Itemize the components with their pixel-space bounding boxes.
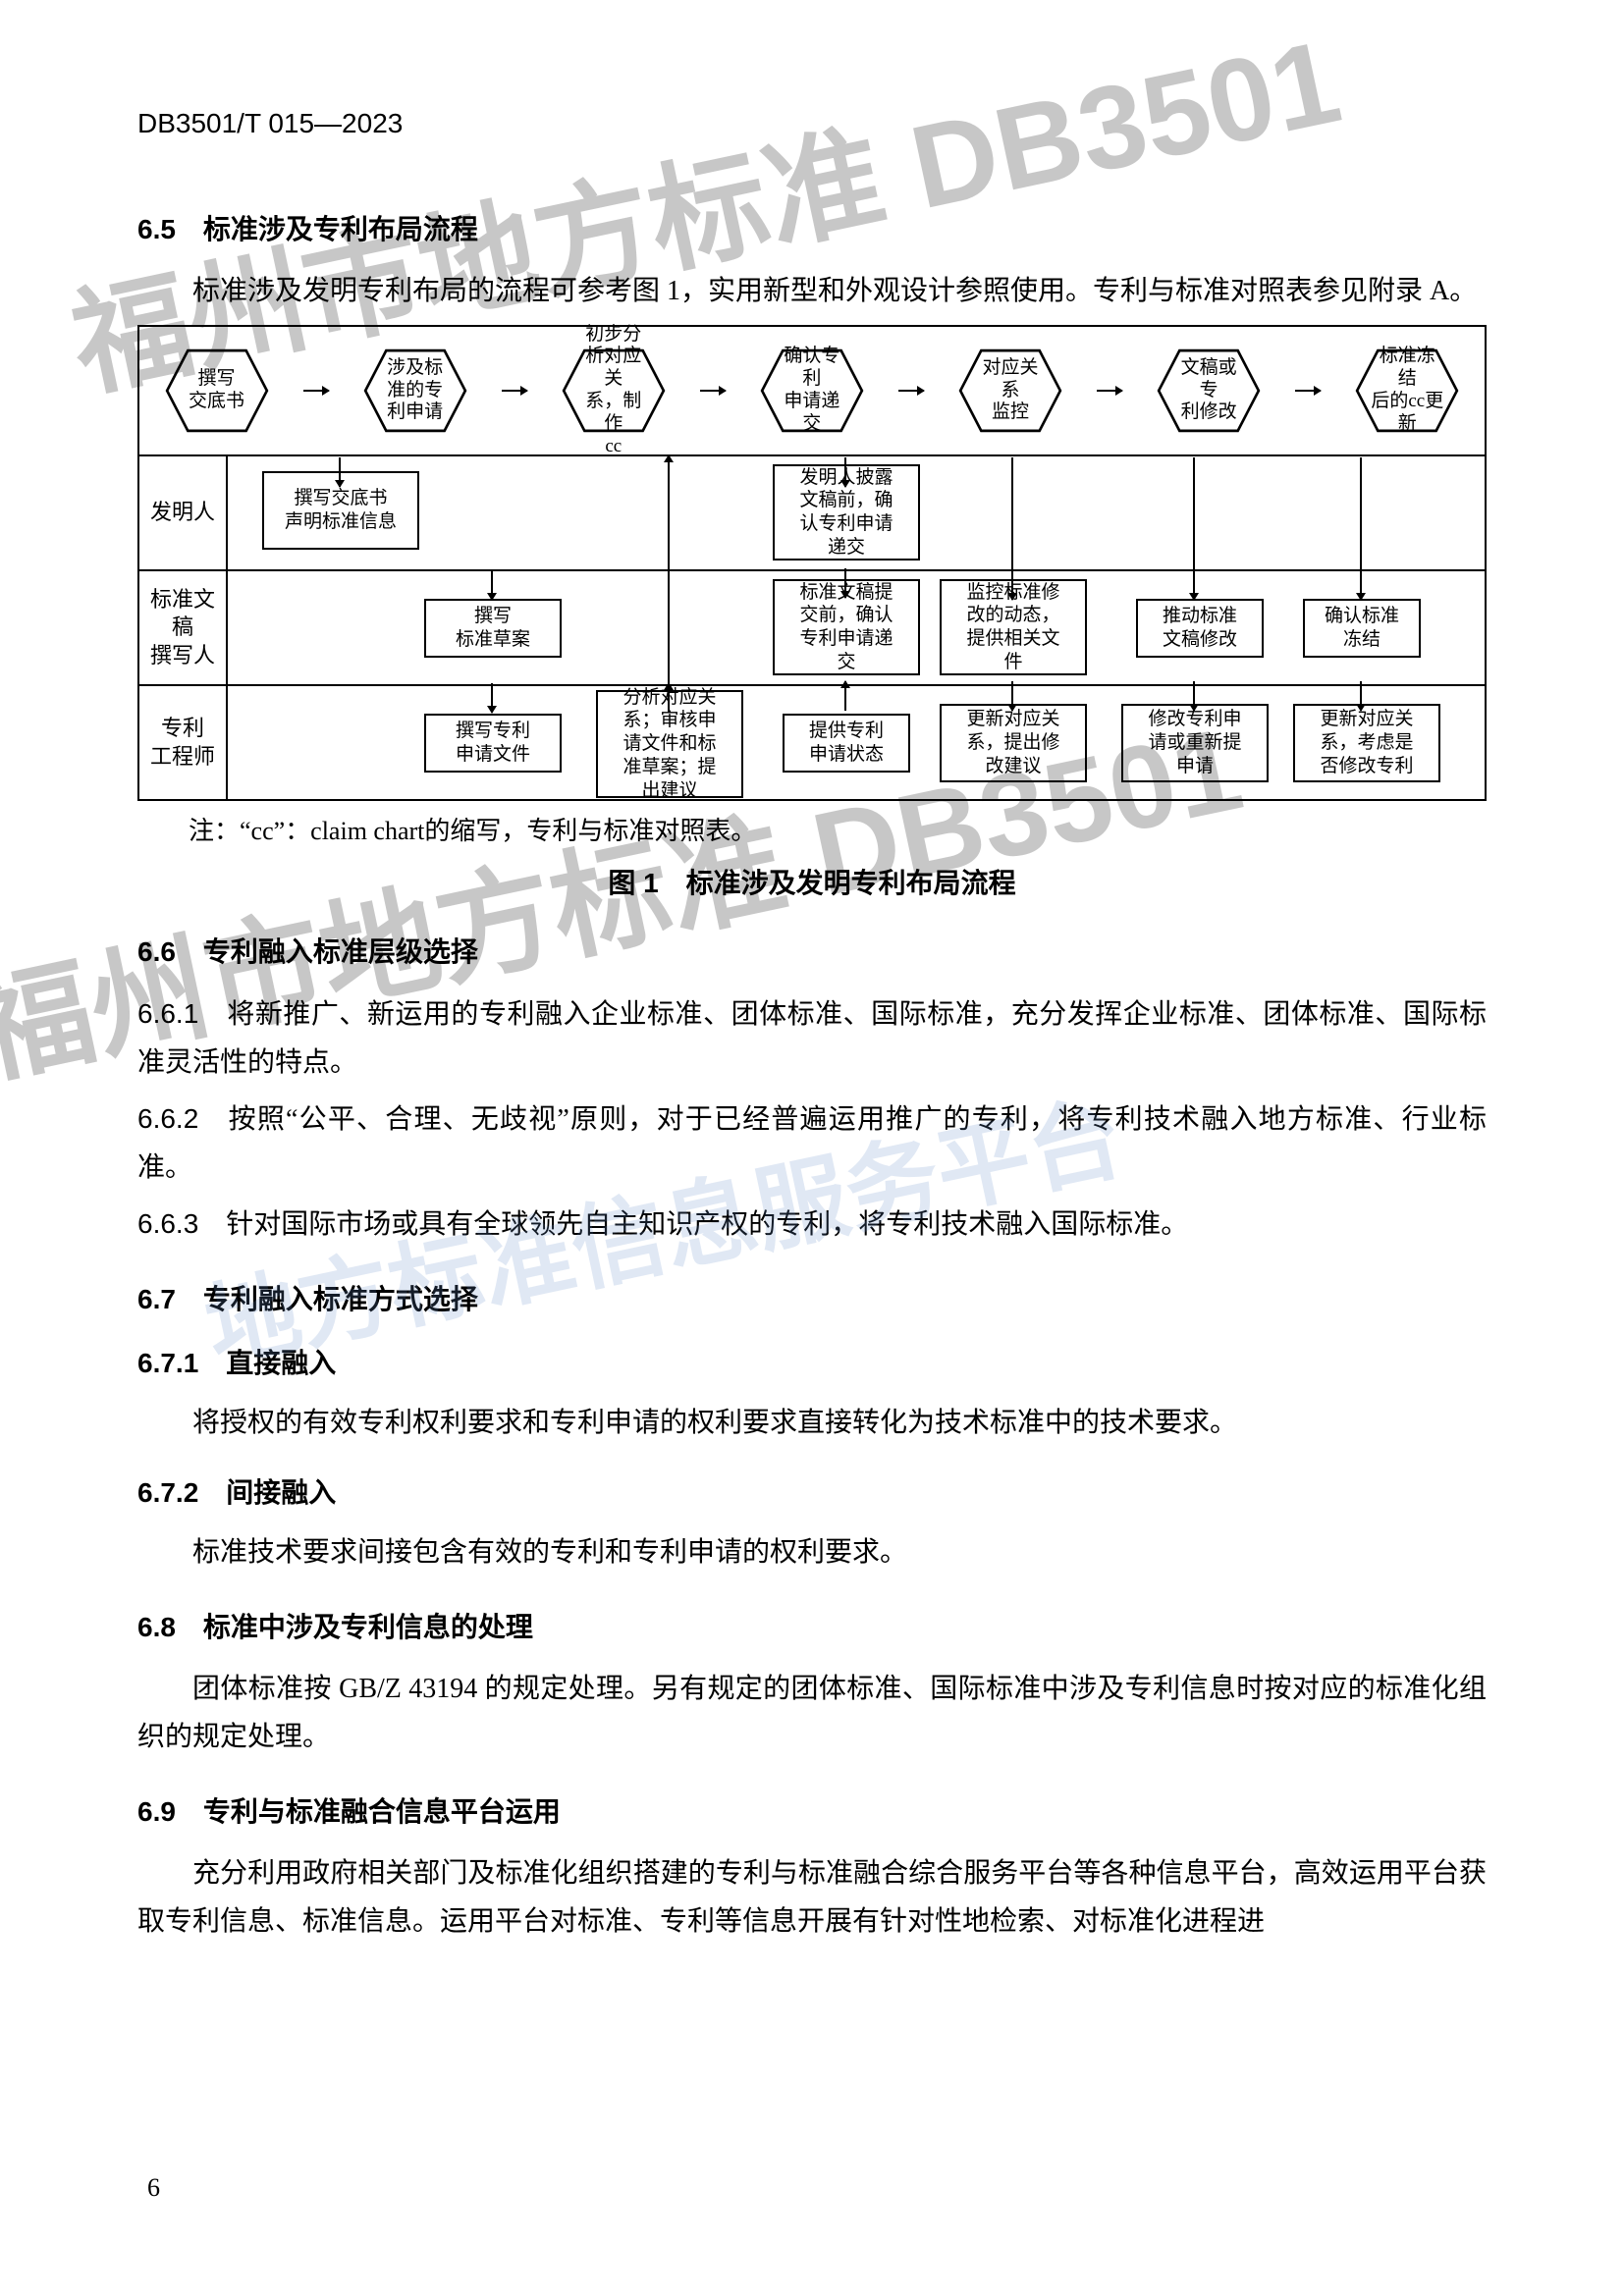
heading-6-5: 6.5 标准涉及专利布局流程: [137, 208, 1487, 247]
flow-step: 确认专利申请递交: [760, 348, 864, 433]
swimlane: 专利工程师撰写专利申请文件分析对应关系；审核申请文件和标准草案；提出建议提供专利…: [139, 686, 1485, 799]
hexagon-step-2: 涉及标准的专利申请: [363, 348, 467, 433]
heading-6-6: 6.6 专利融入标准层级选择: [137, 931, 1487, 970]
flowchart-container: 撰写交底书 涉及标准的专利申请 初步分析对应关系，制作cc 确认专利申请递交 对应关系监…: [137, 325, 1487, 801]
heading-6-8: 6.8 标准中涉及专利信息的处理: [137, 1606, 1487, 1645]
hexagon-step-7: 标准冻结后的cc更新: [1355, 348, 1459, 433]
flow-box: 撰写专利申请文件: [424, 714, 562, 773]
flow-box: 更新对应关系，提出修改建议: [940, 704, 1087, 782]
arrow-down-icon: [1011, 681, 1013, 711]
flowchart-steps-row: 撰写交底书 涉及标准的专利申请 初步分析对应关系，制作cc 确认专利申请递交 对应关系监…: [139, 327, 1485, 456]
flow-box: 分析对应关系；审核申请文件和标准草案；提出建议: [596, 690, 743, 798]
figure-1-title: 图 1 标准涉及发明专利布局流程: [137, 862, 1487, 901]
flow-box: 提供专利申请状态: [783, 714, 910, 773]
flow-box: 确认标准冻结: [1303, 599, 1421, 658]
flowchart-figure-1: 撰写交底书 涉及标准的专利申请 初步分析对应关系，制作cc 确认专利申请递交 对应关系监…: [137, 325, 1487, 801]
standard-code: DB3501/T 015—2023: [137, 108, 1487, 139]
arrow-down-icon: [491, 683, 493, 713]
para-6-9: 充分利用政府相关部门及标准化组织搭建的专利与标准融合综合服务平台等各种信息平台，…: [137, 1849, 1487, 1946]
arrow-right-icon: [1097, 390, 1122, 392]
arrow-down-icon: [1011, 457, 1013, 600]
heading-6-7: 6.7 专利融入标准方式选择: [137, 1278, 1487, 1317]
flow-box: 修改专利申请或重新提申请: [1121, 704, 1269, 782]
hexagon-step-6: 文稿或专利修改: [1157, 348, 1261, 433]
para-6-5: 标准涉及发明专利布局的流程可参考图 1，实用新型和外观设计参照使用。专利与标准对…: [137, 267, 1487, 315]
flow-step: 涉及标准的专利申请: [363, 348, 467, 433]
heading-6-9: 6.9 专利与标准融合信息平台运用: [137, 1790, 1487, 1830]
swimlane: 发明人撰写交底书声明标准信息发明人披露文稿前，确认专利申请递交: [139, 456, 1485, 571]
arrow-down-icon: [844, 568, 846, 598]
heading-6-7-2: 6.7.2 间接融入: [137, 1471, 1487, 1511]
hexagon-step-1: 撰写交底书: [165, 348, 269, 433]
page-number: 6: [147, 2173, 160, 2203]
clause-6-6-2: 6.6.2 按照“公平、合理、无歧视”原则，对于已经普遍运用推广的专利，将专利技…: [137, 1095, 1487, 1192]
arrow-right-icon: [898, 390, 924, 392]
hexagon-step-3: 初步分析对应关系，制作cc: [562, 348, 666, 433]
clause-6-6-3: 6.6.3 针对国际市场或具有全球领先自主知识产权的专利，将专利技术融入国际标准…: [137, 1200, 1487, 1249]
document-page: DB3501/T 015—2023 6.5 标准涉及专利布局流程 标准涉及发明专…: [0, 0, 1624, 2054]
flow-step: 对应关系监控: [958, 348, 1062, 433]
swimlane-content: 撰写专利申请文件分析对应关系；审核申请文件和标准草案；提出建议提供专利申请状态更…: [228, 686, 1485, 799]
arrow-down-icon: [491, 570, 493, 600]
arrow-right-icon: [1295, 390, 1321, 392]
arrow-down-icon: [1193, 457, 1195, 600]
swimlane: 标准文稿撰写人撰写标准草案标准文稿提交前，确认专利申请递交监控标准修改的动态，提…: [139, 571, 1485, 686]
swimlane-label: 专利工程师: [139, 686, 228, 799]
arrow-down-icon: [844, 457, 846, 487]
flow-step: 标准冻结后的cc更新: [1355, 348, 1459, 433]
flow-box: 发明人披露文稿前，确认专利申请递交: [773, 464, 920, 561]
arrow-up-icon: [844, 681, 846, 711]
swimlane-content: 撰写标准草案标准文稿提交前，确认专利申请递交监控标准修改的动态，提供相关文件推动…: [228, 571, 1485, 684]
hexagon-step-5: 对应关系监控: [958, 348, 1062, 433]
arrow-down-icon: [1193, 681, 1195, 711]
flow-box: 更新对应关系，考虑是否修改专利: [1293, 704, 1440, 782]
swimlane-label: 标准文稿撰写人: [139, 571, 228, 684]
para-6-7-1: 将授权的有效专利权利要求和专利申请的权利要求直接转化为技术标准中的技术要求。: [137, 1399, 1487, 1447]
para-6-8: 团体标准按 GB/Z 43194 的规定处理。另有规定的团体标准、国际标准中涉及…: [137, 1665, 1487, 1761]
figure-1-note: 注：“cc”：claim chart的缩写，专利与标准对照表。: [137, 811, 1487, 847]
arrow-right-icon: [303, 390, 329, 392]
flow-box: 撰写标准草案: [424, 599, 562, 658]
flow-box: 推动标准文稿修改: [1136, 599, 1264, 658]
swimlane-label: 发明人: [139, 456, 228, 569]
clause-6-6-1: 6.6.1 将新推广、新运用的专利融入企业标准、团体标准、国际标准，充分发挥企业…: [137, 989, 1487, 1087]
flow-step: 初步分析对应关系，制作cc: [562, 348, 666, 433]
heading-6-7-1: 6.7.1 直接融入: [137, 1342, 1487, 1381]
flow-step: 文稿或专利修改: [1157, 348, 1261, 433]
arrow-right-icon: [700, 390, 726, 392]
arrow-down-icon: [1360, 457, 1362, 600]
arrow-right-icon: [502, 390, 527, 392]
arrow-up-icon: [668, 455, 670, 706]
swimlane-content: 撰写交底书声明标准信息发明人披露文稿前，确认专利申请递交: [228, 456, 1485, 569]
arrow-down-icon: [339, 457, 341, 487]
para-6-7-2: 标准技术要求间接包含有效的专利和专利申请的权利要求。: [137, 1528, 1487, 1576]
flow-step: 撰写交底书: [165, 348, 269, 433]
hexagon-step-4: 确认专利申请递交: [760, 348, 864, 433]
arrow-down-icon: [1360, 681, 1362, 711]
